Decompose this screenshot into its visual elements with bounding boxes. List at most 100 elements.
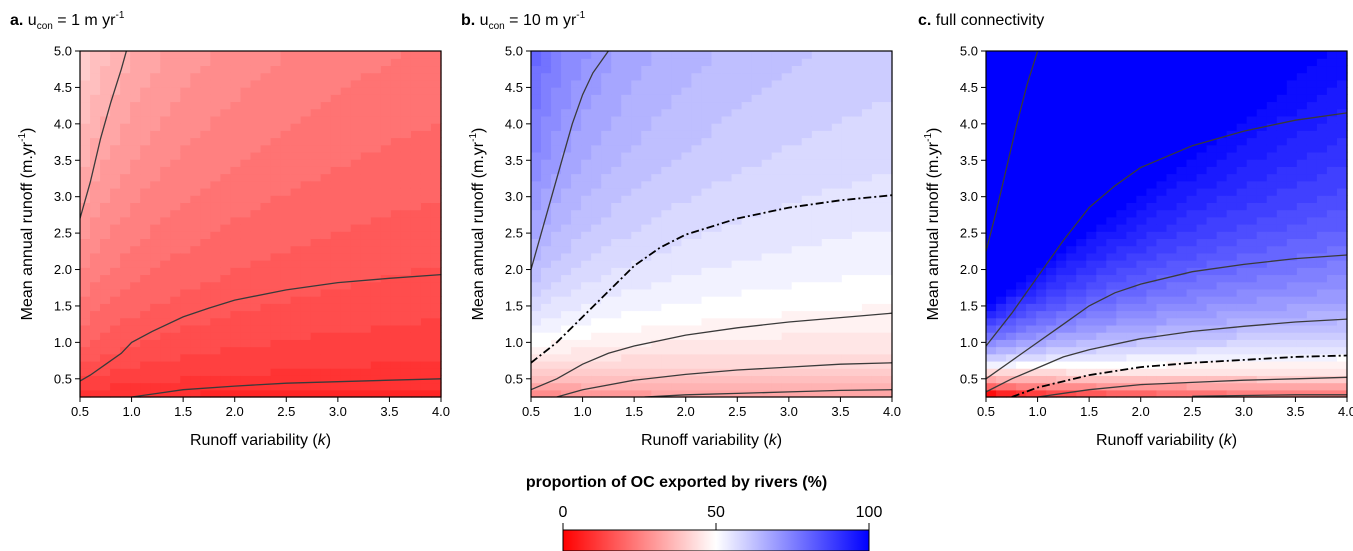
heatmap-cell bbox=[280, 94, 292, 103]
heatmap-cell bbox=[651, 339, 662, 348]
heatmap-cell bbox=[986, 267, 997, 276]
heatmap-cell bbox=[1006, 166, 1017, 175]
heatmap-cell bbox=[1236, 94, 1248, 103]
heatmap-cell bbox=[881, 65, 893, 74]
heatmap-cell bbox=[1076, 339, 1087, 348]
heatmap-cell bbox=[591, 216, 602, 225]
heatmap-cell bbox=[986, 72, 997, 81]
heatmap-cell bbox=[731, 224, 743, 232]
heatmap-cell bbox=[430, 389, 442, 398]
heatmap-cell bbox=[641, 382, 652, 391]
heatmap-cell bbox=[871, 79, 883, 88]
heatmap-cell bbox=[280, 224, 292, 232]
heatmap-cell bbox=[1056, 245, 1067, 254]
heatmap-cell bbox=[721, 187, 733, 196]
heatmap-cell bbox=[1266, 79, 1278, 88]
heatmap-cell bbox=[1236, 389, 1248, 398]
heatmap-cell bbox=[1096, 360, 1107, 369]
heatmap-cell bbox=[1256, 166, 1268, 175]
heatmap-cell bbox=[691, 231, 703, 240]
heatmap-cell bbox=[821, 260, 833, 268]
heatmap-cell bbox=[811, 224, 823, 232]
heatmap-cell bbox=[300, 288, 312, 297]
heatmap-cell bbox=[240, 245, 252, 254]
heatmap-cell bbox=[531, 87, 542, 95]
heatmap-cell bbox=[330, 224, 342, 232]
heatmap-cell bbox=[571, 159, 582, 167]
heatmap-cell bbox=[90, 339, 101, 348]
heatmap-cell bbox=[671, 159, 683, 167]
heatmap-cell bbox=[831, 65, 843, 74]
heatmap-cell bbox=[831, 339, 843, 348]
heatmap-cell bbox=[1226, 224, 1238, 232]
heatmap-cell bbox=[1086, 166, 1097, 175]
heatmap-cell bbox=[641, 51, 652, 59]
heatmap-cell bbox=[601, 339, 612, 348]
heatmap-cell bbox=[1176, 231, 1188, 240]
heatmap-cell bbox=[100, 346, 111, 355]
heatmap-cell bbox=[1216, 303, 1228, 312]
heatmap-cell bbox=[1036, 144, 1047, 153]
heatmap-cell bbox=[561, 324, 572, 333]
heatmap-cell bbox=[80, 224, 91, 232]
heatmap-cell bbox=[841, 65, 853, 74]
heatmap-cell bbox=[691, 310, 703, 319]
heatmap-cell bbox=[821, 195, 833, 203]
heatmap-cell bbox=[581, 281, 592, 290]
heatmap-cell bbox=[430, 94, 442, 103]
heatmap-cell bbox=[320, 137, 332, 146]
heatmap-cell bbox=[721, 72, 733, 81]
heatmap-cell bbox=[1146, 65, 1158, 74]
heatmap-cell bbox=[851, 238, 863, 247]
heatmap-cell bbox=[1156, 58, 1168, 67]
heatmap-cell bbox=[170, 281, 181, 290]
heatmap-cell bbox=[1156, 303, 1168, 312]
heatmap-cell bbox=[1256, 332, 1268, 340]
heatmap-cell bbox=[1266, 216, 1278, 225]
heatmap-cell bbox=[1236, 144, 1248, 153]
heatmap-cell bbox=[1186, 187, 1198, 196]
heatmap-cell bbox=[110, 245, 121, 254]
contour-lines bbox=[531, 51, 892, 397]
heatmap-cell bbox=[821, 375, 833, 384]
heatmap-cell bbox=[1226, 274, 1238, 283]
heatmap-cell bbox=[681, 173, 693, 182]
heatmap-cell bbox=[140, 58, 151, 67]
heatmap-cell bbox=[240, 159, 252, 167]
heatmap-cell bbox=[360, 245, 372, 254]
heatmap-cell bbox=[200, 187, 211, 196]
heatmap-cell bbox=[350, 332, 362, 340]
heatmap-cell bbox=[170, 296, 181, 304]
heatmap-cell bbox=[541, 310, 552, 319]
heatmap-cell bbox=[751, 375, 763, 384]
heatmap-cell bbox=[370, 87, 382, 95]
heatmap-cell bbox=[330, 101, 342, 110]
heatmap-cell bbox=[681, 195, 693, 203]
heatmap-cell bbox=[721, 375, 733, 384]
heatmap-cell bbox=[270, 245, 282, 254]
heatmap-cell bbox=[791, 216, 803, 225]
heatmap-cell bbox=[250, 94, 262, 103]
heatmap-cell bbox=[1066, 260, 1077, 268]
heatmap-cell bbox=[541, 58, 552, 67]
heatmap-cell bbox=[120, 65, 131, 74]
heatmap-cell bbox=[160, 353, 171, 362]
heatmap-cell bbox=[861, 159, 873, 167]
heatmap-cell bbox=[561, 375, 572, 384]
heatmap-cell bbox=[881, 72, 893, 81]
heatmap-cell bbox=[1176, 267, 1188, 276]
heatmap-cell bbox=[320, 375, 332, 384]
heatmap-cell bbox=[170, 166, 181, 175]
heatmap-cell bbox=[1226, 115, 1238, 124]
heatmap-cell bbox=[110, 231, 121, 240]
heatmap-cell bbox=[430, 101, 442, 110]
heatmap-cell bbox=[661, 382, 672, 391]
heatmap-cell bbox=[160, 79, 171, 88]
heatmap-cell bbox=[300, 339, 312, 348]
heatmap-cell bbox=[240, 224, 252, 232]
heatmap-cell bbox=[831, 166, 843, 175]
heatmap-cell bbox=[1036, 389, 1047, 398]
heatmap-cell bbox=[180, 274, 191, 283]
heatmap-cell bbox=[330, 274, 342, 283]
heatmap-cell bbox=[871, 288, 883, 297]
